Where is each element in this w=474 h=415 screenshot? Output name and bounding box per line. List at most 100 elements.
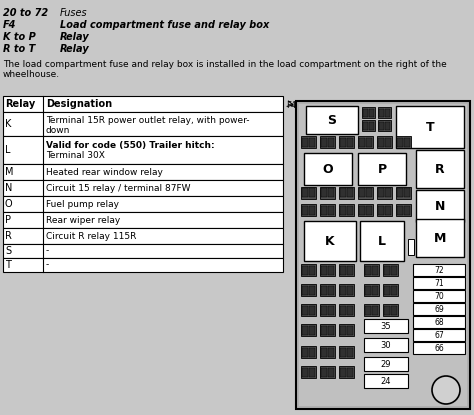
Bar [385, 137, 391, 146]
Text: T: T [426, 120, 434, 134]
Bar [321, 137, 327, 146]
Bar [321, 188, 327, 198]
Bar [396, 187, 411, 199]
Bar [369, 108, 374, 117]
Bar [320, 264, 335, 276]
Text: 70: 70 [434, 291, 444, 300]
Text: 68: 68 [434, 317, 444, 327]
Bar [339, 187, 354, 199]
Bar [379, 122, 384, 129]
Bar [302, 325, 308, 334]
Bar [339, 204, 354, 216]
Bar [377, 136, 392, 148]
Bar [301, 324, 316, 336]
Bar [364, 264, 379, 276]
Bar [309, 368, 315, 376]
Bar [3, 244, 283, 258]
Bar [385, 188, 391, 198]
Bar [321, 305, 327, 315]
Text: M: M [5, 167, 13, 177]
Bar [302, 205, 308, 215]
Bar [321, 286, 327, 295]
Bar [340, 347, 346, 356]
Text: R to T: R to T [3, 44, 35, 54]
Bar [301, 304, 316, 316]
Bar [366, 188, 372, 198]
Bar [359, 137, 365, 146]
Bar [391, 286, 397, 295]
Bar [413, 264, 465, 276]
Text: Relay: Relay [60, 44, 90, 54]
Bar [306, 106, 358, 134]
Bar [365, 286, 371, 295]
Text: S: S [5, 246, 11, 256]
Text: -: - [46, 247, 49, 256]
Bar [362, 107, 375, 118]
Bar [299, 104, 467, 406]
Bar [362, 120, 375, 131]
Bar [309, 137, 315, 146]
Bar [3, 112, 283, 136]
Text: 20 to 72: 20 to 72 [3, 8, 48, 18]
Bar [359, 205, 365, 215]
Bar [404, 188, 410, 198]
Bar [302, 137, 308, 146]
Bar [378, 205, 384, 215]
Text: S: S [328, 113, 337, 127]
Bar [302, 286, 308, 295]
Bar [328, 347, 334, 356]
Bar [413, 316, 465, 328]
Text: Circuit R relay 115R: Circuit R relay 115R [46, 232, 137, 241]
Bar [377, 204, 392, 216]
Bar [365, 266, 371, 274]
Text: O: O [5, 199, 13, 209]
Bar [320, 324, 335, 336]
Bar [391, 305, 397, 315]
Bar [320, 204, 335, 216]
Text: L: L [5, 145, 10, 155]
Bar [385, 108, 390, 117]
Bar [339, 304, 354, 316]
Bar [320, 304, 335, 316]
Bar [364, 284, 379, 296]
Bar [301, 264, 316, 276]
Bar [309, 286, 315, 295]
Bar [339, 264, 354, 276]
Bar [3, 228, 283, 244]
Bar [321, 325, 327, 334]
Bar [328, 325, 334, 334]
Bar [320, 346, 335, 358]
Bar [404, 205, 410, 215]
Bar [301, 204, 316, 216]
Bar [3, 180, 283, 196]
Bar [413, 303, 465, 315]
Bar [340, 205, 346, 215]
Bar [347, 347, 353, 356]
Bar [413, 290, 465, 302]
Bar [360, 221, 404, 261]
Text: 67: 67 [434, 330, 444, 339]
Bar [328, 205, 334, 215]
Bar [396, 204, 411, 216]
Bar [383, 304, 398, 316]
Bar [296, 101, 470, 409]
Text: K: K [5, 119, 11, 129]
Text: N: N [435, 200, 445, 212]
Text: Load compartment fuse and relay box: Load compartment fuse and relay box [60, 20, 269, 30]
Bar [321, 347, 327, 356]
Bar [358, 187, 373, 199]
Text: T: T [5, 260, 11, 270]
Bar [364, 319, 408, 333]
Bar [328, 305, 334, 315]
Bar [347, 266, 353, 274]
Bar [301, 284, 316, 296]
Bar [347, 188, 353, 198]
Bar [378, 188, 384, 198]
Bar [302, 305, 308, 315]
Bar [377, 187, 392, 199]
Text: Circuit 15 relay / terminal 87FW: Circuit 15 relay / terminal 87FW [46, 183, 191, 193]
Bar [328, 266, 334, 274]
Bar [320, 187, 335, 199]
Bar [372, 305, 378, 315]
Text: 69: 69 [434, 305, 444, 313]
